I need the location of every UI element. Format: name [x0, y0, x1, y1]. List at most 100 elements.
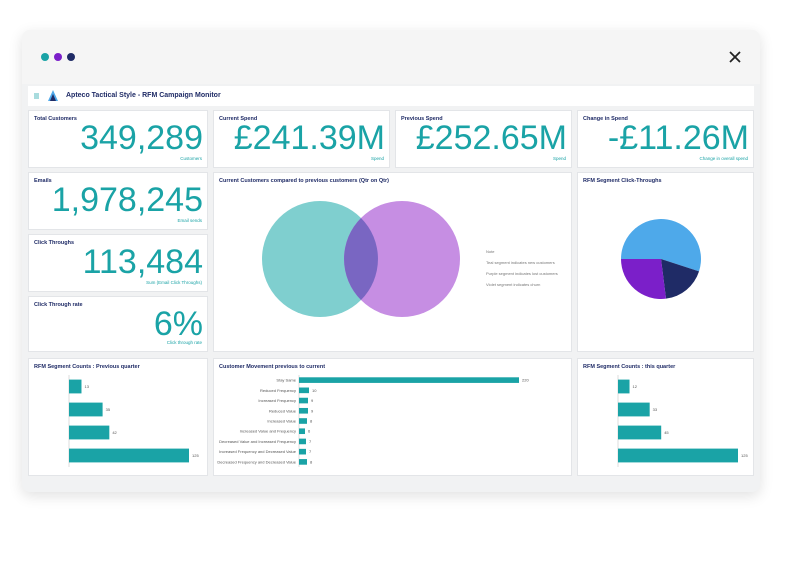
bar-value-label: 9 [311, 398, 314, 403]
bar-value-label: 125 [192, 453, 199, 458]
app-logo [34, 90, 58, 101]
bar [618, 425, 662, 440]
card-title: RFM Segment Counts : Previous quarter [34, 364, 140, 370]
venn-diagram: Note Teal segment indicates new customers… [262, 201, 558, 317]
venn-note: Teal segment indicates new customers [486, 260, 555, 265]
app-title-bar: Apteco Tactical Style - RFM Campaign Mon… [28, 86, 754, 106]
pie-slice [621, 259, 667, 299]
card: Emails 1,978,245 Email sends [28, 172, 208, 230]
window-controls [41, 51, 741, 63]
bar-category-label: Increased Value and Frequency [240, 429, 296, 434]
bar-value-label: 8 [310, 459, 313, 464]
bar [618, 379, 630, 394]
bar-value-label: 45 [664, 430, 669, 435]
kpi-caption: Customers [180, 156, 202, 161]
card-title: RFM Segment Click-Throughs [583, 178, 662, 184]
kpi-value: 1,978,245 [51, 181, 203, 219]
dot [41, 53, 49, 61]
card-title: Customer Movement previous to current [219, 364, 326, 370]
card-title: Change in Spend [583, 116, 628, 122]
pie-slice [621, 219, 701, 272]
bar-category-label: Stay Same [276, 378, 296, 383]
kpi-caption: Spend [370, 156, 384, 161]
bar [299, 387, 309, 394]
pie-chart [621, 219, 701, 299]
bar [69, 379, 82, 394]
kpi-value: £252.65M [415, 119, 567, 157]
kpi-value: 6% [153, 305, 203, 343]
card: RFM Segment Click-Throughs [577, 172, 754, 352]
bar-chart: 13 35 42 125 [68, 375, 199, 467]
kpi-caption: Click through rate [166, 340, 202, 345]
card-title: Total Customers [34, 116, 77, 122]
kpi-caption: Spend [552, 156, 566, 161]
bar [618, 402, 650, 417]
card-title: RFM Segment Counts : this quarter [583, 364, 676, 370]
close-button[interactable] [729, 51, 741, 63]
card: RFM Segment Counts : Previous quarter 13 3… [28, 358, 208, 476]
bar-value-label: 10 [312, 388, 317, 393]
bar-value-label: 42 [112, 430, 117, 435]
bar-value-label: 125 [741, 453, 748, 458]
bar-category-label: Decreased Value and Increased Frequency [219, 439, 296, 444]
bar-value-label: 7 [309, 439, 312, 444]
bar [69, 425, 110, 440]
bar-category-label: Increased Value [267, 419, 296, 424]
browser-window: Apteco Tactical Style - RFM Campaign Mon… [22, 30, 760, 492]
venn-note: Purple segment indicates lost customers [486, 271, 558, 276]
card: Change in Spend -£11.26M Change in overall… [577, 110, 754, 168]
bar-category-label: Decreased Frequency and Decreased Value [217, 459, 296, 464]
venn-note: Violet segment indicates churn [486, 282, 540, 287]
bar-value-label: 13 [84, 384, 89, 389]
bar [69, 448, 189, 463]
bar [618, 448, 738, 463]
bar-value-label: 35 [106, 407, 111, 412]
venn-overlap [344, 218, 378, 300]
card-title: Click Throughs [34, 240, 75, 246]
venn-note: Note [486, 249, 495, 254]
kpi-caption: Email sends [177, 218, 202, 223]
bar-category-label: Reduced Frequency [260, 388, 296, 393]
bar-category-label: Reduced Value [269, 408, 297, 413]
bar-chart: 12 33 45 125 [617, 375, 748, 467]
bar-category-label: Increased Frequency and Decreased Value [219, 449, 297, 454]
kpi-caption: Sum (Email Click Throughs) [146, 280, 202, 285]
bar [299, 448, 306, 455]
bar [299, 438, 306, 445]
kpi-caption: Change in overall spend [699, 156, 748, 161]
venn-circle [344, 201, 460, 317]
bar [69, 402, 103, 417]
bar-category-label: Increased Frequency [258, 398, 296, 403]
dot [67, 53, 75, 61]
card: Current Spend £241.39M Spend [213, 110, 390, 168]
card-title: Emails [34, 178, 52, 184]
card: Current Customers compared to previous c… [213, 172, 572, 352]
kpi-value: 113,484 [82, 243, 203, 281]
bar [299, 418, 307, 424]
bar-value-label: 7 [309, 449, 312, 454]
bar-value-label: 8 [310, 419, 313, 424]
bar [299, 428, 305, 435]
kpi-value: £241.39M [233, 119, 385, 157]
card: Click Throughs 113,484 Sum (Email Click Th… [28, 234, 208, 292]
kpi-value: -£11.26M [607, 119, 749, 157]
card-title: Current Spend [219, 116, 258, 122]
pie-slice [661, 259, 700, 299]
card: Previous Spend £252.65M Spend [395, 110, 572, 168]
bar-value-label: 9 [311, 408, 314, 413]
venn-circle [262, 201, 378, 317]
bar [299, 407, 308, 414]
bar [299, 459, 307, 465]
card: RFM Segment Counts : this quarter 12 33 45 1… [577, 358, 754, 476]
bar-value-label: 33 [653, 407, 658, 412]
card-title: Click Through rate [34, 302, 83, 308]
card: Total Customers 349,289 Customers [28, 110, 208, 168]
card-title: Current Customers compared to previous c… [219, 178, 389, 184]
bar-value-label: 220 [522, 378, 529, 383]
dot [54, 53, 62, 61]
app-title: Apteco Tactical Style - RFM Campaign Mon… [66, 92, 221, 99]
bar-value-label: 12 [633, 384, 638, 389]
window-top-bar [22, 30, 760, 84]
kpi-value: 349,289 [80, 119, 203, 157]
